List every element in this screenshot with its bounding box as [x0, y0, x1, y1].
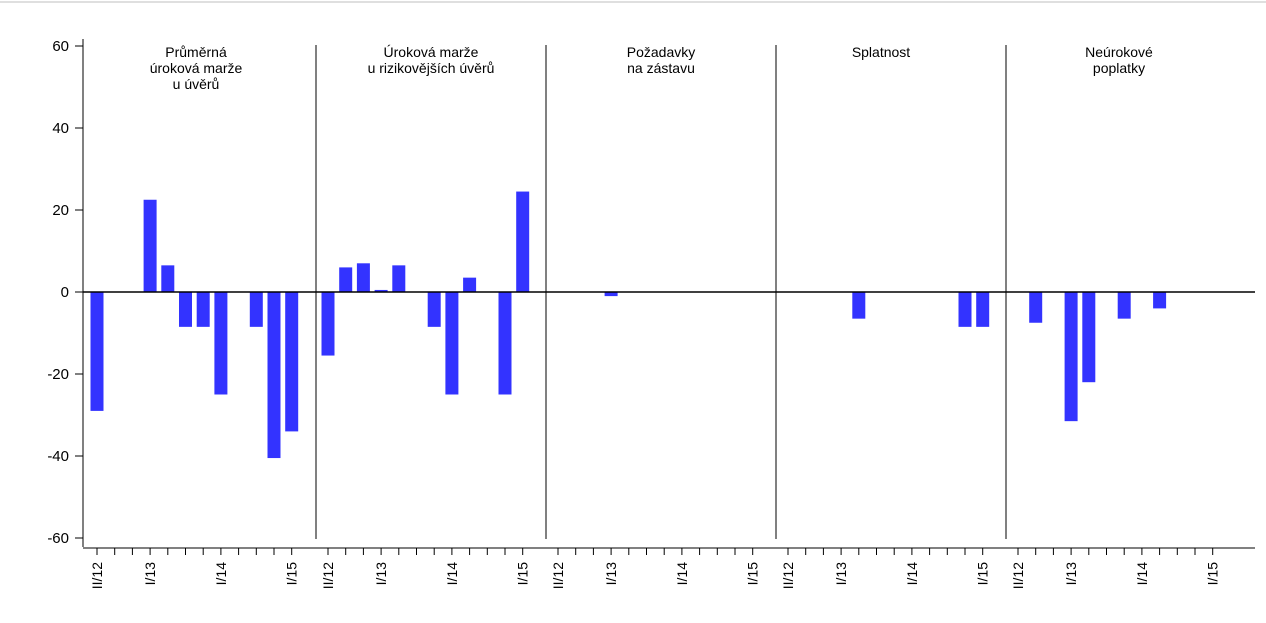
bar: [1029, 292, 1043, 323]
bars: [90, 191, 1167, 459]
y-tick-label: 20: [52, 202, 69, 219]
x-tick-label: II/12: [1010, 562, 1026, 589]
bar: [214, 292, 228, 395]
x-tick-label: I/15: [745, 562, 761, 586]
x-tick-label: I/13: [1063, 562, 1079, 586]
bar: [1064, 292, 1078, 422]
x-tick-label: I/15: [975, 562, 991, 586]
panel-title-line: Požadavky: [627, 44, 695, 60]
bar: [1153, 292, 1167, 309]
y-tick-label: -40: [47, 448, 69, 465]
x-tick-label: I/14: [674, 562, 690, 586]
panel-title-line: Úroková marže: [384, 44, 479, 60]
bar: [179, 292, 192, 327]
bar: [427, 292, 441, 327]
bar: [267, 292, 281, 459]
panel-titles: Průměrná úroková marže u úvěrů Úroková marž…: [150, 44, 1153, 92]
panel-title-line: u rizikovějších úvěrů: [368, 60, 495, 76]
bar: [249, 292, 263, 327]
y-tick-label: 60: [52, 38, 69, 55]
bar: [392, 265, 406, 292]
panel-title: Požadavky na zástavu: [627, 44, 695, 76]
x-tick-label: I/13: [142, 562, 158, 586]
x-tick-label: II/12: [550, 562, 566, 589]
x-tick-label: I/14: [444, 562, 460, 586]
bar: [852, 292, 866, 319]
panel-title-line: poplatky: [1093, 60, 1145, 76]
x-tick-label: II/12: [320, 562, 336, 589]
panel-title-line: Splatnost: [852, 44, 910, 60]
x-tick-label: I/13: [603, 562, 619, 586]
panel-title-line: Neúrokové: [1085, 44, 1153, 60]
bar: [1117, 292, 1131, 319]
y-tick-label: -20: [47, 366, 69, 383]
x-tick-label: I/14: [213, 562, 229, 586]
x-tick-label: I/13: [833, 562, 849, 586]
bar: [976, 292, 990, 327]
panel-title: Úroková marže u rizikovějších úvěrů: [368, 44, 495, 76]
panel-title-line: u úvěrů: [173, 76, 220, 92]
panel-title: Průměrná úroková marže u úvěrů: [150, 44, 243, 92]
panel-title-line: Průměrná: [165, 44, 227, 60]
x-tick-label: I/14: [904, 562, 920, 586]
y-tick-label: 0: [61, 284, 69, 301]
bar: [604, 292, 618, 297]
bar: [374, 289, 388, 292]
panel-title: Splatnost: [852, 44, 910, 60]
panel-title-line: na zástavu: [627, 60, 695, 76]
bar: [90, 292, 104, 411]
x-tick-label: II/12: [89, 562, 105, 589]
panel-title-line: úroková marže: [150, 60, 243, 76]
y-axis: 60 40 20 0 -20 -40 -60: [47, 38, 84, 547]
bar: [463, 277, 477, 292]
bar: [321, 292, 335, 356]
bar: [143, 199, 157, 292]
y-tick-label: 40: [52, 120, 69, 137]
y-tick-label: -60: [47, 530, 69, 547]
x-tick-label: I/15: [284, 562, 300, 586]
bar: [285, 292, 299, 432]
bar: [516, 191, 530, 292]
bar: [196, 292, 210, 327]
x-tick-label: I/14: [1134, 562, 1150, 586]
x-tick-label: II/12: [780, 562, 796, 589]
bar: [445, 292, 459, 395]
x-tick-label: I/15: [1205, 562, 1221, 586]
bar: [356, 263, 370, 292]
panel-title: Neúrokové poplatky: [1085, 44, 1153, 76]
bar: [339, 267, 353, 292]
bar: [161, 265, 175, 292]
x-axis: II/12 I/13 I/14 I/15 II/12 I/13 I/14 I/15 II/12 I…: [83, 547, 1255, 589]
bar: [498, 292, 512, 395]
x-tick-label: I/15: [515, 562, 531, 586]
bar: [958, 292, 972, 327]
bar: [1082, 292, 1096, 383]
x-tick-label: I/13: [373, 562, 389, 586]
